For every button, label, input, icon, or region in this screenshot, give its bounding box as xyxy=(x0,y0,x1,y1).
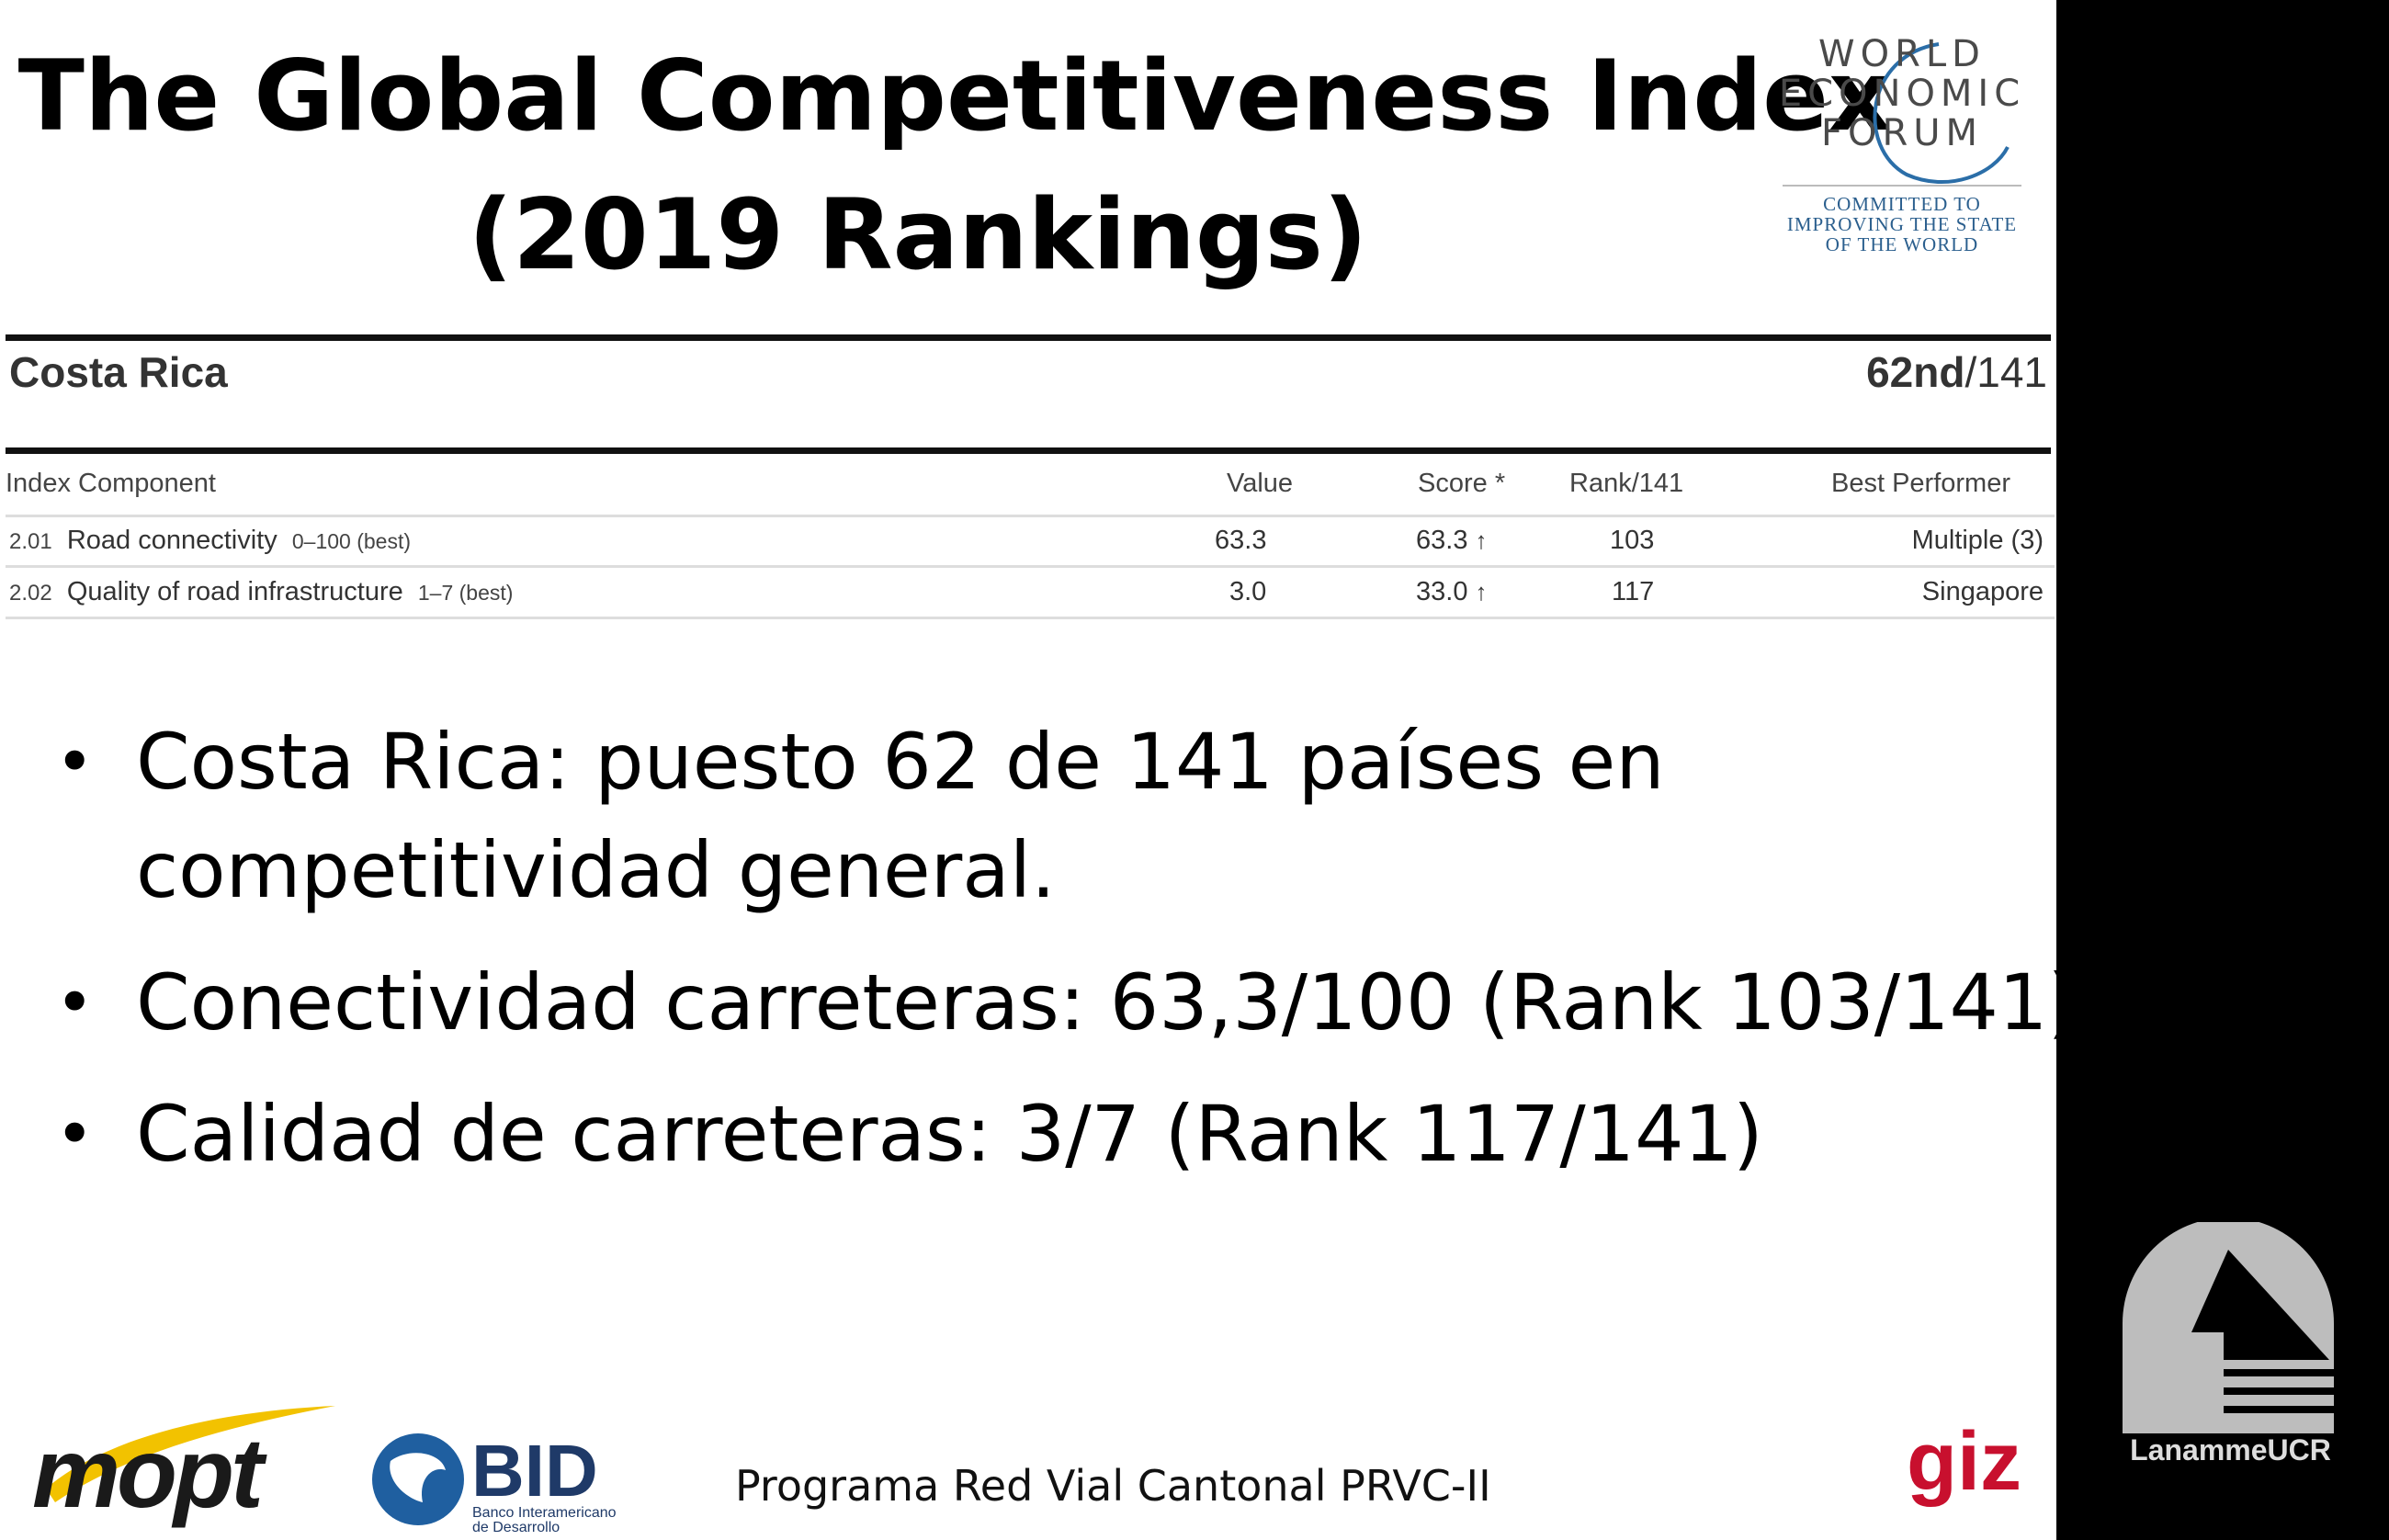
wef-economic: ECONOMIC xyxy=(1778,73,2026,115)
bid-subtitle-line2: de Desarrollo xyxy=(472,1520,560,1535)
wef-logo: WORLD ECONOMIC FORUM COMMITTED TO IMPROV… xyxy=(1773,35,2031,255)
table-row-component: 2.01 Road connectivity 0–100 (best) xyxy=(9,526,411,556)
mopt-swoosh-icon xyxy=(46,1406,335,1502)
wef-rule xyxy=(1783,185,2021,187)
col-header-rank: Rank/141 xyxy=(1569,469,1684,498)
overall-rank-value: 62nd xyxy=(1866,348,1965,396)
row-rank: 103 xyxy=(1610,526,1655,555)
up-arrow-icon: ↑ xyxy=(1475,578,1488,606)
row-scale: 0–100 (best) xyxy=(291,529,412,553)
slide: The Global Competitiveness Index (2019 R… xyxy=(0,0,2056,1540)
bullet-icon: • xyxy=(55,723,95,800)
row-code: 2.01 xyxy=(9,529,52,554)
program-name: Programa Red Vial Cantonal PRVC-II xyxy=(735,1461,1491,1511)
bullet-icon: • xyxy=(55,1095,95,1172)
table-top-rule xyxy=(6,334,2051,341)
bid-subtitle-line1: Banco Interamericano xyxy=(472,1505,617,1521)
table-row-component: 2.02 Quality of road infrastructure 1–7 … xyxy=(9,577,513,607)
wef-tagline-3: OF THE WORLD xyxy=(1825,233,1979,255)
row-divider xyxy=(6,565,2055,568)
row-code: 2.02 xyxy=(9,581,52,606)
country-name: Costa Rica xyxy=(9,348,228,396)
bullet-text: Costa Rica: puesto 62 de 141 países en xyxy=(136,717,1665,807)
table-header-rule xyxy=(6,447,2051,454)
slide-title: The Global Competitiveness Index xyxy=(17,40,1892,153)
bullet-text: Calidad de carreteras: 3/7 (Rank 117/141… xyxy=(136,1089,1763,1179)
lanamme-logo-icon xyxy=(2123,1222,2334,1433)
wef-tagline-2: IMPROVING THE STATE xyxy=(1786,213,2018,235)
header-divider xyxy=(6,515,2055,517)
row-best: Singapore xyxy=(1921,577,2044,606)
wef-forum: FORUM xyxy=(1820,112,1984,154)
row-score: 33.0 ↑ xyxy=(1416,577,1488,607)
row-divider xyxy=(6,617,2055,619)
row-best: Multiple (3) xyxy=(1911,526,2044,555)
row-rank: 117 xyxy=(1612,577,1655,606)
overall-rank-total: /141 xyxy=(1964,348,2047,396)
wef-world: WORLD xyxy=(1818,33,1986,75)
row-name: Quality of road infrastructure xyxy=(66,577,403,606)
bullet-icon: • xyxy=(55,964,95,1041)
giz-logo: giz xyxy=(1907,1416,2021,1508)
bid-globe-icon xyxy=(372,1433,464,1525)
bid-subtitle: Banco Interamericano de Desarrollo xyxy=(472,1506,617,1535)
col-header-score: Score * xyxy=(1418,469,1506,498)
overall-rank: 62nd/141 xyxy=(1866,347,2047,397)
col-header-value: Value xyxy=(1227,469,1294,498)
bid-logo: BID xyxy=(471,1430,598,1512)
col-header-component: Index Component xyxy=(6,469,216,498)
row-score-value: 63.3 xyxy=(1416,526,1468,555)
up-arrow-icon: ↑ xyxy=(1475,527,1488,554)
row-score: 63.3 ↑ xyxy=(1416,526,1488,556)
row-scale: 1–7 (best) xyxy=(417,581,514,605)
row-name: Road connectivity xyxy=(66,526,277,555)
mopt-logo: mopt xyxy=(32,1417,264,1528)
bullet-text-cont: competitividad general. xyxy=(136,825,1056,915)
slide-subtitle: (2019 Rankings) xyxy=(468,178,1368,291)
col-header-best: Best Performer xyxy=(1831,469,2010,498)
wef-globe-arc-icon xyxy=(1873,42,2010,184)
lanamme-logo: LanammeUCR xyxy=(2130,1433,2331,1466)
row-value: 3.0 xyxy=(1229,577,1267,606)
row-score-value: 33.0 xyxy=(1416,577,1468,606)
bullet-text: Conectividad carreteras: 63,3/100 (Rank … xyxy=(136,957,2056,1047)
row-value: 63.3 xyxy=(1215,526,1267,555)
wef-tagline-1: COMMITTED TO xyxy=(1823,193,1981,215)
